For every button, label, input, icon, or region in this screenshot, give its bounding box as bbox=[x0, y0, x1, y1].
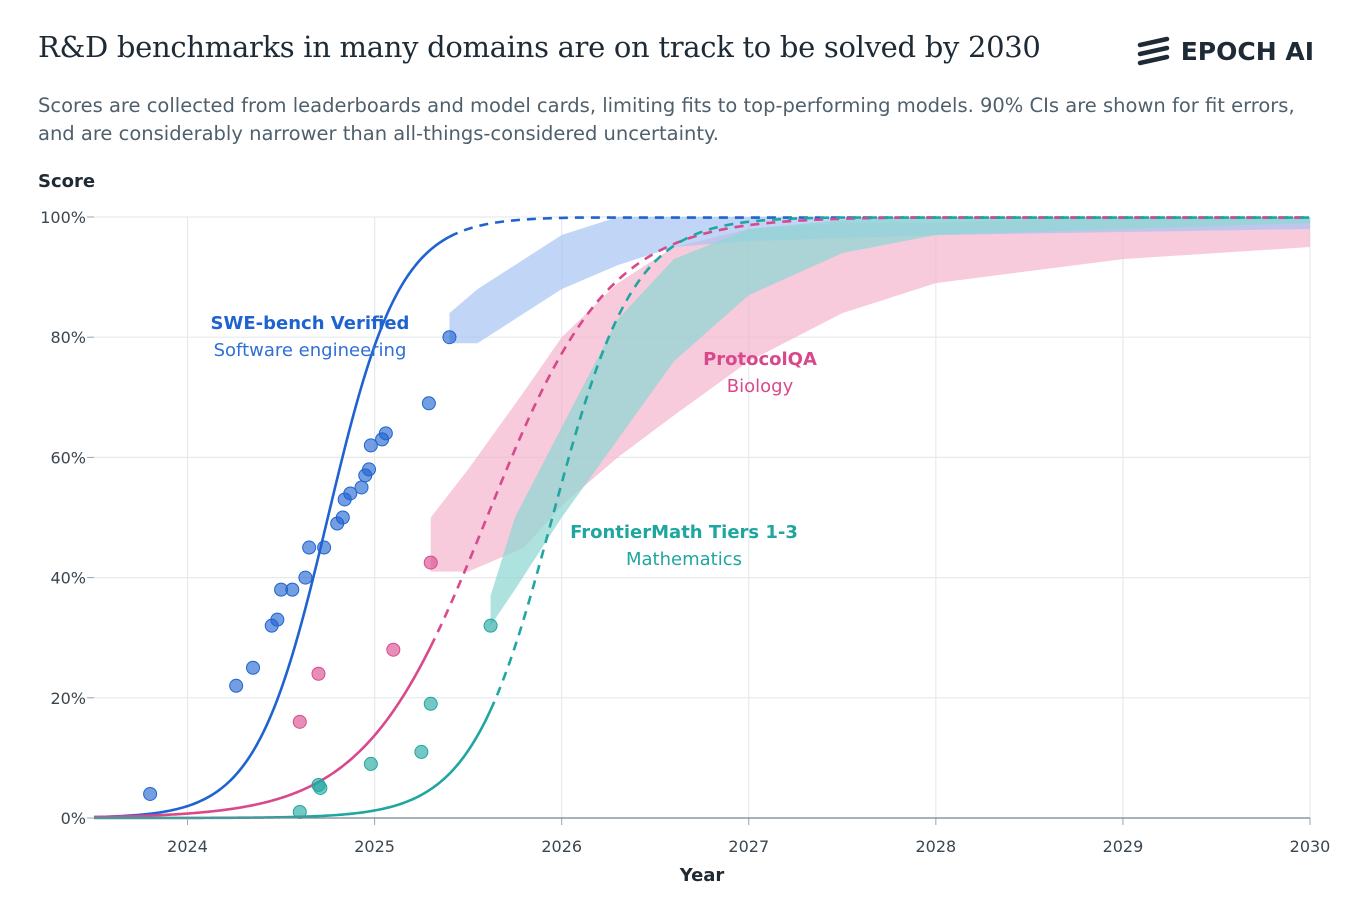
data-point-frontiermath-tiers-1-3 bbox=[423, 696, 438, 711]
y-tick-label: 40% bbox=[50, 569, 86, 588]
data-point-swe-bench-verified bbox=[298, 570, 313, 585]
x-tick-label: 2027 bbox=[728, 837, 769, 856]
y-tick-label: 80% bbox=[50, 328, 86, 347]
confidence-bands bbox=[430, 217, 1310, 626]
projection-line-frontiermath-tiers-1-3 bbox=[489, 216, 1310, 711]
data-point-protocolqa bbox=[423, 555, 438, 570]
series-label-protocolqa: ProtocolQA bbox=[703, 349, 817, 370]
data-point-frontiermath-tiers-1-3 bbox=[363, 756, 378, 771]
x-tick-label: 2024 bbox=[167, 837, 208, 856]
x-tick-label: 2025 bbox=[354, 837, 395, 856]
x-tick-label: 2030 bbox=[1290, 837, 1331, 856]
y-tick-label: 100% bbox=[40, 208, 86, 227]
series-domain-protocolqa: Biology bbox=[727, 376, 794, 397]
data-point-swe-bench-verified bbox=[302, 540, 317, 555]
data-point-swe-bench-verified bbox=[335, 510, 350, 525]
data-point-frontiermath-tiers-1-3 bbox=[313, 780, 328, 795]
data-point-swe-bench-verified bbox=[229, 678, 244, 693]
series-domain-swe-bench: Software engineering bbox=[214, 340, 407, 361]
series-label-swe-bench: SWE-bench Verified bbox=[211, 313, 410, 334]
y-tick-label: 0% bbox=[61, 809, 86, 828]
data-point-swe-bench-verified bbox=[362, 462, 377, 477]
data-point-swe-bench-verified bbox=[285, 582, 300, 597]
axes: 0% 20% 40% 60% 80% 100% 2024 2025 2026 2027 2028 20… bbox=[40, 208, 1330, 856]
data-point-frontiermath-tiers-1-3 bbox=[292, 804, 307, 819]
series-label-frontiermath: FrontierMath Tiers 1-3 bbox=[570, 522, 798, 543]
data-point-protocolqa bbox=[292, 714, 307, 729]
data-point-swe-bench-verified bbox=[343, 486, 358, 501]
data-point-swe-bench-verified bbox=[378, 426, 393, 441]
fit-line-protocolqa bbox=[93, 645, 432, 819]
x-axis-label: Year bbox=[679, 865, 725, 886]
y-tick-label: 20% bbox=[50, 689, 86, 708]
data-point-swe-bench-verified bbox=[442, 330, 457, 345]
data-point-protocolqa bbox=[311, 666, 326, 681]
chart-subtitle: Scores are collected from leaderboards a… bbox=[38, 94, 1295, 145]
y-axis-label: Score bbox=[38, 171, 95, 192]
data-point-swe-bench-verified bbox=[317, 540, 332, 555]
x-tick-label: 2026 bbox=[541, 837, 582, 856]
y-tick-label: 60% bbox=[50, 448, 86, 467]
data-point-swe-bench-verified bbox=[270, 612, 285, 627]
series-domain-frontiermath: Mathematics bbox=[626, 549, 742, 570]
data-point-frontiermath-tiers-1-3 bbox=[483, 618, 498, 633]
data-point-swe-bench-verified bbox=[246, 660, 261, 675]
data-point-frontiermath-tiers-1-3 bbox=[414, 744, 429, 759]
ci-band-frontiermath-tiers-1-3 bbox=[490, 217, 1310, 626]
fit-line-swe-bench-verified bbox=[93, 235, 451, 819]
data-point-swe-bench-verified bbox=[143, 786, 158, 801]
data-point-protocolqa bbox=[386, 642, 401, 657]
epoch-logo-icon bbox=[1137, 36, 1169, 66]
data-point-swe-bench-verified bbox=[354, 480, 369, 495]
brand-logo: EPOCH AI bbox=[1137, 36, 1314, 66]
x-tick-label: 2029 bbox=[1103, 837, 1144, 856]
brand-name: EPOCH AI bbox=[1180, 36, 1314, 66]
data-point-swe-bench-verified bbox=[363, 438, 378, 453]
data-point-swe-bench-verified bbox=[421, 396, 436, 411]
chart-title: R&D benchmarks in many domains are on tr… bbox=[38, 30, 1041, 64]
x-tick-label: 2028 bbox=[915, 837, 956, 856]
fit-line-frontiermath-tiers-1-3 bbox=[93, 709, 492, 820]
data-points bbox=[143, 330, 498, 819]
